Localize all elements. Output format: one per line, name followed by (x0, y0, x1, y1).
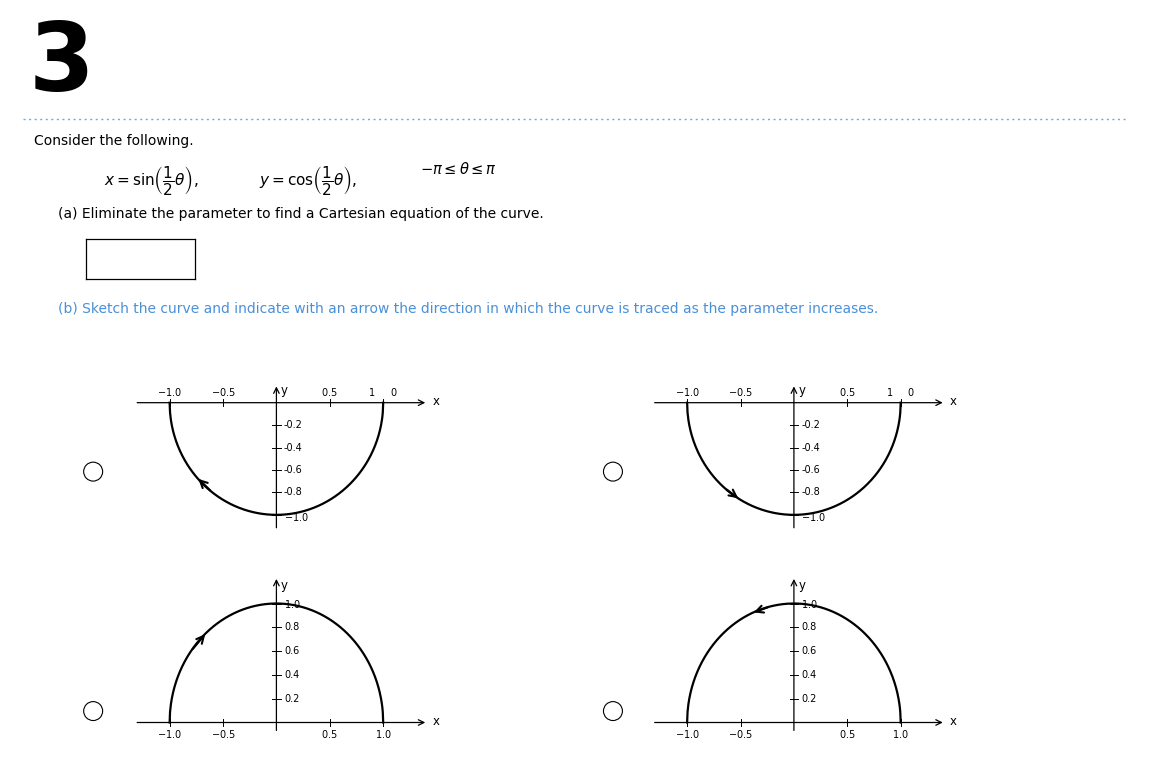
Text: (a) Eliminate the parameter to find a Cartesian equation of the curve.: (a) Eliminate the parameter to find a Ca… (58, 207, 543, 220)
Text: $0.5$: $0.5$ (322, 386, 338, 399)
Text: $1.0$: $1.0$ (284, 597, 300, 610)
Text: 0.4: 0.4 (284, 670, 299, 680)
Circle shape (84, 702, 102, 721)
Text: $0$: $0$ (907, 386, 914, 399)
Text: $-1.0$: $-1.0$ (158, 728, 182, 741)
Text: 0.2: 0.2 (284, 694, 299, 704)
Text: y: y (798, 578, 805, 591)
Text: $-0.5$: $-0.5$ (728, 386, 753, 399)
Text: $0$: $0$ (390, 386, 397, 399)
Text: $0.5$: $0.5$ (840, 728, 856, 741)
Text: 0.6: 0.6 (284, 646, 299, 656)
Text: 0.6: 0.6 (802, 646, 816, 656)
Text: x: x (950, 395, 957, 408)
Text: $0.5$: $0.5$ (840, 386, 856, 399)
Text: $-0.5$: $-0.5$ (728, 728, 753, 741)
Text: 0.8: 0.8 (802, 622, 816, 633)
Text: -0.6: -0.6 (802, 465, 820, 475)
Circle shape (604, 702, 622, 721)
Text: x: x (950, 715, 957, 728)
Circle shape (604, 462, 622, 481)
Text: 3: 3 (29, 19, 94, 111)
Text: 0.2: 0.2 (802, 694, 816, 704)
Text: $-1.0$: $-1.0$ (284, 511, 309, 523)
Text: $1.0$: $1.0$ (375, 728, 392, 741)
Text: Consider the following.: Consider the following. (34, 134, 194, 148)
Text: $y = \cos\!\left(\dfrac{1}{2}\theta\right),$: $y = \cos\!\left(\dfrac{1}{2}\theta\righ… (259, 164, 356, 197)
Text: $1.0$: $1.0$ (802, 597, 818, 610)
Text: x: x (432, 395, 439, 408)
Text: 0.4: 0.4 (802, 670, 816, 680)
Text: $1$: $1$ (368, 386, 376, 399)
Text: y: y (798, 384, 805, 397)
Text: -0.2: -0.2 (284, 420, 302, 430)
Text: $-1.0$: $-1.0$ (675, 386, 699, 399)
Text: $-1.0$: $-1.0$ (802, 511, 827, 523)
Text: y: y (281, 384, 288, 397)
Text: $-1.0$: $-1.0$ (158, 386, 182, 399)
Text: 0.8: 0.8 (284, 622, 299, 633)
Text: $-1.0$: $-1.0$ (675, 728, 699, 741)
Text: $-0.5$: $-0.5$ (210, 386, 236, 399)
Text: x: x (432, 715, 439, 728)
Text: y: y (281, 578, 288, 591)
Text: $1.0$: $1.0$ (892, 728, 910, 741)
Text: $1$: $1$ (886, 386, 894, 399)
Text: -0.8: -0.8 (802, 487, 820, 497)
Text: -0.2: -0.2 (802, 420, 820, 430)
Text: (b) Sketch the curve and indicate with an arrow the direction in which the curve: (b) Sketch the curve and indicate with a… (58, 302, 877, 316)
Text: $x = \sin\!\left(\dfrac{1}{2}\theta\right),$: $x = \sin\!\left(\dfrac{1}{2}\theta\righ… (104, 164, 198, 197)
Text: $0.5$: $0.5$ (322, 728, 338, 741)
Text: $-\pi \leq \theta \leq \pi$: $-\pi \leq \theta \leq \pi$ (420, 161, 497, 177)
Text: -0.8: -0.8 (284, 487, 302, 497)
Text: $-0.5$: $-0.5$ (210, 728, 236, 741)
Text: -0.4: -0.4 (284, 443, 302, 453)
Text: -0.6: -0.6 (284, 465, 302, 475)
Text: -0.4: -0.4 (802, 443, 820, 453)
Circle shape (84, 462, 102, 481)
